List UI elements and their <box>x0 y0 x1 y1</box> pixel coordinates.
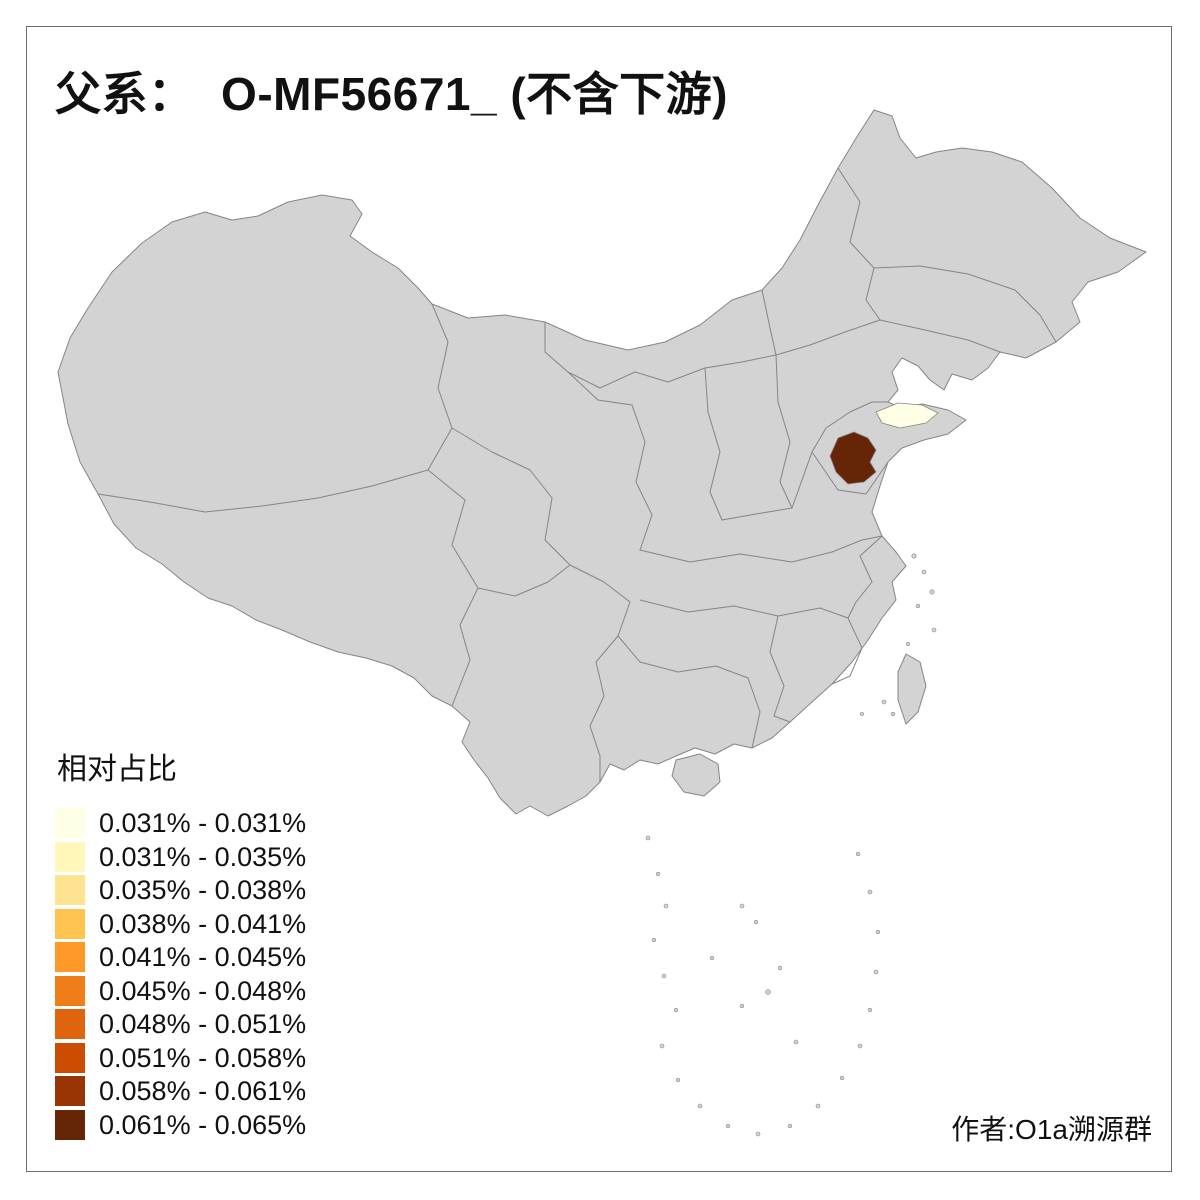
legend: 相对占比 0.031% - 0.031% 0.031% - 0.035% 0.0… <box>55 744 306 1143</box>
taiwan-island-shape <box>897 653 927 725</box>
legend-label: 0.031% - 0.035% <box>99 841 307 872</box>
legend-swatch <box>55 975 85 1006</box>
legend-label: 0.061% - 0.065% <box>99 1109 307 1140</box>
legend-swatch <box>55 1076 85 1106</box>
hainan-island-shape <box>671 753 721 797</box>
highest-share-region <box>829 431 877 485</box>
legend-label: 0.035% - 0.038% <box>99 875 307 905</box>
legend-swatch <box>55 875 85 905</box>
legend-label: 0.041% - 0.045% <box>99 942 307 972</box>
legend-label: 0.051% - 0.058% <box>99 1042 307 1073</box>
legend-item: 0.048% - 0.051% <box>55 1009 306 1039</box>
map-title: 父系： O-MF56671_ (不含下游) <box>55 68 728 120</box>
legend-swatch <box>55 1042 85 1073</box>
legend-item: 0.041% - 0.045% <box>55 942 306 972</box>
legend-label: 0.045% - 0.048% <box>99 975 307 1006</box>
legend-item: 0.051% - 0.058% <box>55 1042 307 1073</box>
lowest-share-region <box>875 402 939 429</box>
legend-swatch <box>55 841 85 872</box>
legend-swatch <box>55 942 85 972</box>
legend-label: 0.038% - 0.041% <box>99 908 307 939</box>
offshore-islets <box>645 553 937 1137</box>
legend-item: 0.031% - 0.035% <box>55 841 307 872</box>
legend-item: 0.031% - 0.031% <box>55 808 306 838</box>
map-layers <box>57 109 1147 1137</box>
legend-swatch <box>55 908 85 939</box>
mainland-china-shape <box>57 109 1147 817</box>
legend-swatch <box>55 1109 85 1140</box>
legend-swatch <box>55 1009 85 1039</box>
legend-item: 0.038% - 0.041% <box>55 908 307 939</box>
legend-label: 0.048% - 0.051% <box>99 1009 307 1039</box>
legend-item: 0.035% - 0.038% <box>55 875 306 905</box>
province-borders <box>97 167 1057 783</box>
legend-label: 0.031% - 0.031% <box>99 808 307 838</box>
legend-title: 相对占比 <box>57 753 177 786</box>
legend-item: 0.061% - 0.065% <box>55 1109 307 1140</box>
legend-item: 0.045% - 0.048% <box>55 975 307 1006</box>
author-credit: 作者:O1a溯源群 <box>951 1114 1152 1145</box>
legend-swatch <box>55 808 85 838</box>
legend-item: 0.058% - 0.061% <box>55 1076 306 1106</box>
legend-label: 0.058% - 0.061% <box>99 1076 307 1106</box>
